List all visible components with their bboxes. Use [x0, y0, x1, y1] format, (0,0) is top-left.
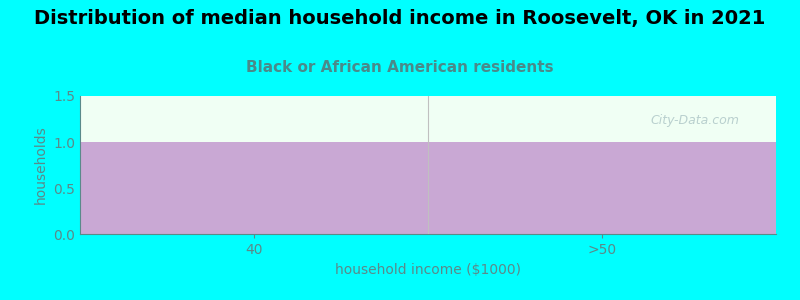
Bar: [80, 142, 428, 234]
Y-axis label: households: households: [34, 126, 47, 204]
X-axis label: household income ($1000): household income ($1000): [335, 262, 521, 277]
Text: City-Data.com: City-Data.com: [650, 114, 739, 127]
Text: Black or African American residents: Black or African American residents: [246, 60, 554, 75]
Text: Distribution of median household income in Roosevelt, OK in 2021: Distribution of median household income …: [34, 9, 766, 28]
Bar: [428, 142, 776, 234]
